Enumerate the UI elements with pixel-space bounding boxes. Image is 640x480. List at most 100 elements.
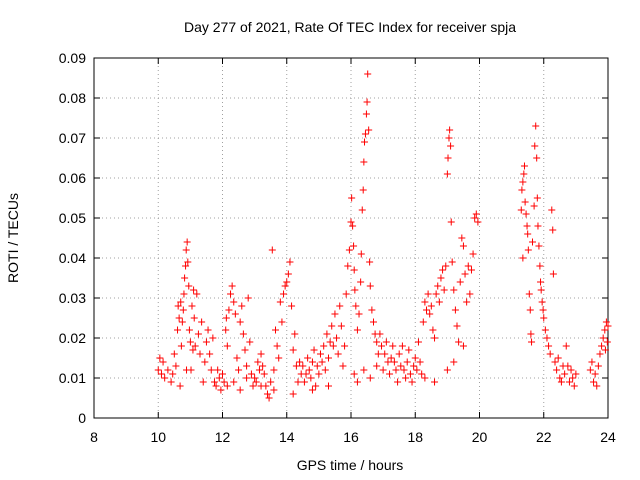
data-point	[364, 70, 372, 78]
data-point	[517, 206, 525, 214]
data-point	[601, 326, 609, 334]
data-point	[400, 366, 408, 374]
data-point	[252, 378, 260, 386]
data-point	[442, 262, 450, 270]
data-point	[204, 326, 212, 334]
data-point	[247, 370, 255, 378]
data-point	[413, 366, 421, 374]
data-point	[357, 250, 365, 258]
data-point	[390, 358, 398, 366]
data-point	[474, 218, 482, 226]
data-point	[308, 386, 316, 394]
data-point	[186, 338, 194, 346]
data-point	[569, 374, 577, 382]
data-point	[437, 274, 445, 282]
data-point	[259, 362, 267, 370]
data-point	[190, 314, 198, 322]
data-point	[435, 298, 443, 306]
data-point	[450, 358, 458, 366]
data-point	[337, 322, 345, 330]
data-point	[384, 358, 392, 366]
data-point	[206, 350, 214, 358]
data-point	[161, 374, 169, 382]
data-point	[207, 366, 215, 374]
data-point	[414, 338, 422, 346]
data-point	[209, 334, 217, 342]
data-point	[469, 250, 477, 258]
data-point	[292, 362, 300, 370]
data-point	[431, 378, 439, 386]
data-point	[535, 242, 543, 250]
y-tick-label: 0	[78, 410, 86, 426]
data-point	[567, 366, 575, 374]
data-point	[598, 342, 606, 350]
data-point	[403, 358, 411, 366]
x-tick-label: 24	[600, 429, 616, 445]
data-point	[518, 186, 526, 194]
data-point	[369, 318, 377, 326]
data-point	[601, 346, 609, 354]
data-point	[524, 246, 532, 254]
data-point	[534, 222, 542, 230]
data-point	[243, 362, 251, 370]
data-point	[439, 266, 447, 274]
data-point	[471, 214, 479, 222]
y-tick-label: 0.04	[59, 250, 86, 266]
data-point	[222, 314, 230, 322]
data-point	[532, 122, 540, 130]
data-point	[389, 342, 397, 350]
data-point	[411, 354, 419, 362]
data-point	[382, 338, 390, 346]
data-point	[586, 366, 594, 374]
data-point	[344, 262, 352, 270]
data-point	[525, 290, 533, 298]
data-point	[257, 382, 265, 390]
data-point	[421, 298, 429, 306]
data-point	[294, 378, 302, 386]
data-point	[381, 350, 389, 358]
data-point	[443, 170, 451, 178]
data-point	[359, 186, 367, 194]
data-point	[522, 210, 530, 218]
data-point	[448, 258, 456, 266]
data-point	[284, 270, 292, 278]
data-point	[546, 350, 554, 358]
data-point	[549, 270, 557, 278]
data-point	[267, 378, 275, 386]
x-tick-label: 20	[472, 429, 488, 445]
data-point	[432, 290, 440, 298]
data-point	[185, 326, 193, 334]
data-point	[302, 370, 310, 378]
data-point	[527, 330, 535, 338]
data-point	[217, 386, 225, 394]
data-point	[528, 338, 536, 346]
data-point	[202, 338, 210, 346]
data-point	[549, 226, 557, 234]
data-point	[537, 278, 545, 286]
data-point	[289, 390, 297, 398]
data-point	[283, 278, 291, 286]
data-point	[270, 366, 278, 374]
data-point	[537, 286, 545, 294]
data-point	[304, 354, 312, 362]
data-point	[362, 110, 370, 118]
data-point	[360, 138, 368, 146]
data-point	[230, 378, 238, 386]
data-point	[212, 382, 220, 390]
data-point	[533, 194, 541, 202]
data-point	[342, 290, 350, 298]
data-point	[175, 314, 183, 322]
data-point	[189, 346, 197, 354]
data-point	[328, 322, 336, 330]
data-point	[291, 330, 299, 338]
data-point	[243, 374, 251, 382]
data-point	[300, 378, 308, 386]
data-point	[397, 362, 405, 370]
data-point	[447, 218, 455, 226]
data-point	[325, 354, 333, 362]
data-point	[419, 318, 427, 326]
data-point	[182, 262, 190, 270]
data-point	[321, 366, 329, 374]
data-point	[541, 326, 549, 334]
